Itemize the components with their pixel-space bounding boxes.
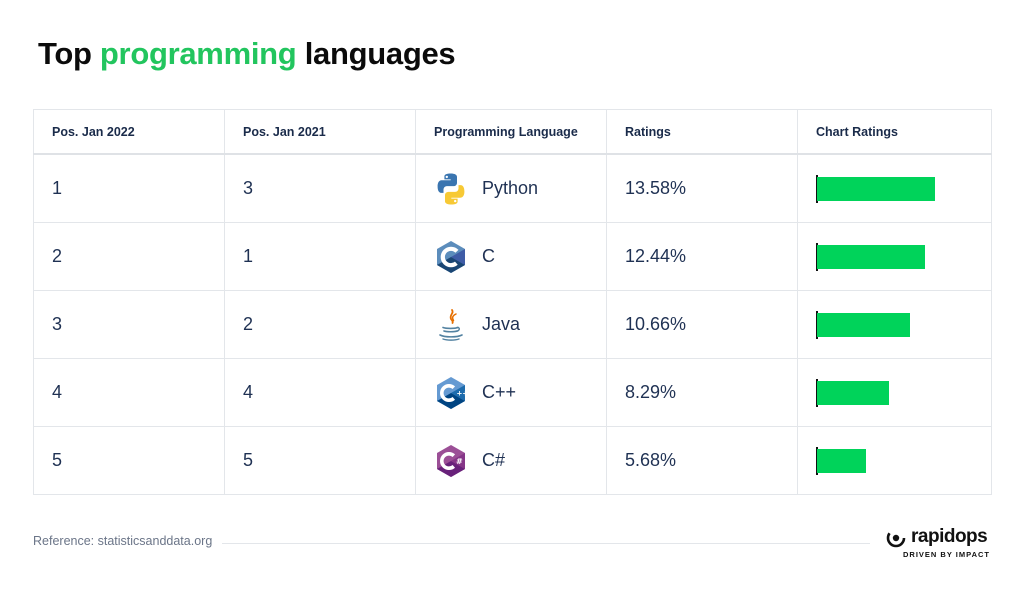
language-name: C# <box>482 450 506 470</box>
language-cell: # C# <box>415 426 607 495</box>
language-cell: Python <box>415 153 607 223</box>
column-header-pos-2021: Pos. Jan 2021 <box>224 109 416 155</box>
c-icon <box>437 240 465 273</box>
pos-2022-cell: 2 <box>33 222 225 291</box>
title-highlight: programming <box>99 36 297 71</box>
title-suffix: languages <box>296 36 456 71</box>
bar-cpp <box>817 380 889 405</box>
cpp-icon: ++ <box>437 376 469 409</box>
column-header-ratings: Ratings <box>606 109 798 155</box>
table-row: 1 3 Python 13.58% <box>33 153 992 223</box>
column-header-pos-2022: Pos. Jan 2022 <box>33 109 225 155</box>
chart-cell <box>797 358 992 427</box>
column-header-chart-ratings: Chart Ratings <box>797 109 992 155</box>
page-title: Top programming languages <box>38 36 456 72</box>
pos-2022-cell: 4 <box>33 358 225 427</box>
chart-cell <box>797 290 992 359</box>
java-icon <box>439 308 463 341</box>
rating-cell: 10.66% <box>606 290 798 359</box>
chart-cell <box>797 153 992 223</box>
column-header-language: Programming Language <box>415 109 607 155</box>
footer-divider <box>222 543 870 544</box>
bar-c <box>817 244 925 269</box>
pos-2022-cell: 3 <box>33 290 225 359</box>
table-header-row: Pos. Jan 2022 Pos. Jan 2021 Programming … <box>33 109 992 155</box>
table-row: 4 4 ++ C++ 8.29% <box>33 358 992 427</box>
bar-python <box>817 176 935 201</box>
chart-cell <box>797 222 992 291</box>
pos-2021-cell: 2 <box>224 290 416 359</box>
logo-tagline: DRIVEN BY IMPACT <box>903 550 990 559</box>
svg-text:++: ++ <box>457 389 469 397</box>
rapidops-logo-icon <box>886 528 906 548</box>
title-prefix: Top <box>38 36 100 71</box>
bar-java <box>817 312 910 337</box>
bar-track <box>816 174 991 203</box>
bar-csharp <box>817 448 866 473</box>
pos-2021-cell: 4 <box>224 358 416 427</box>
reference-text: Reference: statisticsanddata.org <box>33 534 213 548</box>
bar-track <box>816 446 991 475</box>
bar-track <box>816 242 991 271</box>
pos-2021-cell: 1 <box>224 222 416 291</box>
python-icon <box>437 173 465 204</box>
table-row: 5 5 # C# 5.68% <box>33 426 992 495</box>
rating-cell: 12.44% <box>606 222 798 291</box>
logo-wordmark: rapidops <box>911 526 988 547</box>
csharp-icon: # <box>437 444 465 477</box>
table-row: 2 1 C 12.44% <box>33 222 992 291</box>
pos-2021-cell: 3 <box>224 153 416 223</box>
rankings-table: Pos. Jan 2022 Pos. Jan 2021 Programming … <box>33 109 992 495</box>
language-name: Python <box>482 178 539 198</box>
svg-text:#: # <box>456 457 463 466</box>
language-cell: ++ C++ <box>415 358 607 427</box>
pos-2021-cell: 5 <box>224 426 416 495</box>
rapidops-logo: rapidops DRIVEN BY IMPACT <box>886 525 992 561</box>
rating-cell: 13.58% <box>606 153 798 223</box>
rating-cell: 5.68% <box>606 426 798 495</box>
language-name: C <box>482 246 495 266</box>
rating-cell: 8.29% <box>606 358 798 427</box>
pos-2022-cell: 5 <box>33 426 225 495</box>
language-cell: Java <box>415 290 607 359</box>
bar-track <box>816 310 991 339</box>
language-name: Java <box>482 314 521 334</box>
language-name: C++ <box>482 382 517 402</box>
language-cell: C <box>415 222 607 291</box>
bar-track <box>816 378 991 407</box>
chart-cell <box>797 426 992 495</box>
table-row: 3 2 Java 10.66% <box>33 290 992 359</box>
pos-2022-cell: 1 <box>33 153 225 223</box>
